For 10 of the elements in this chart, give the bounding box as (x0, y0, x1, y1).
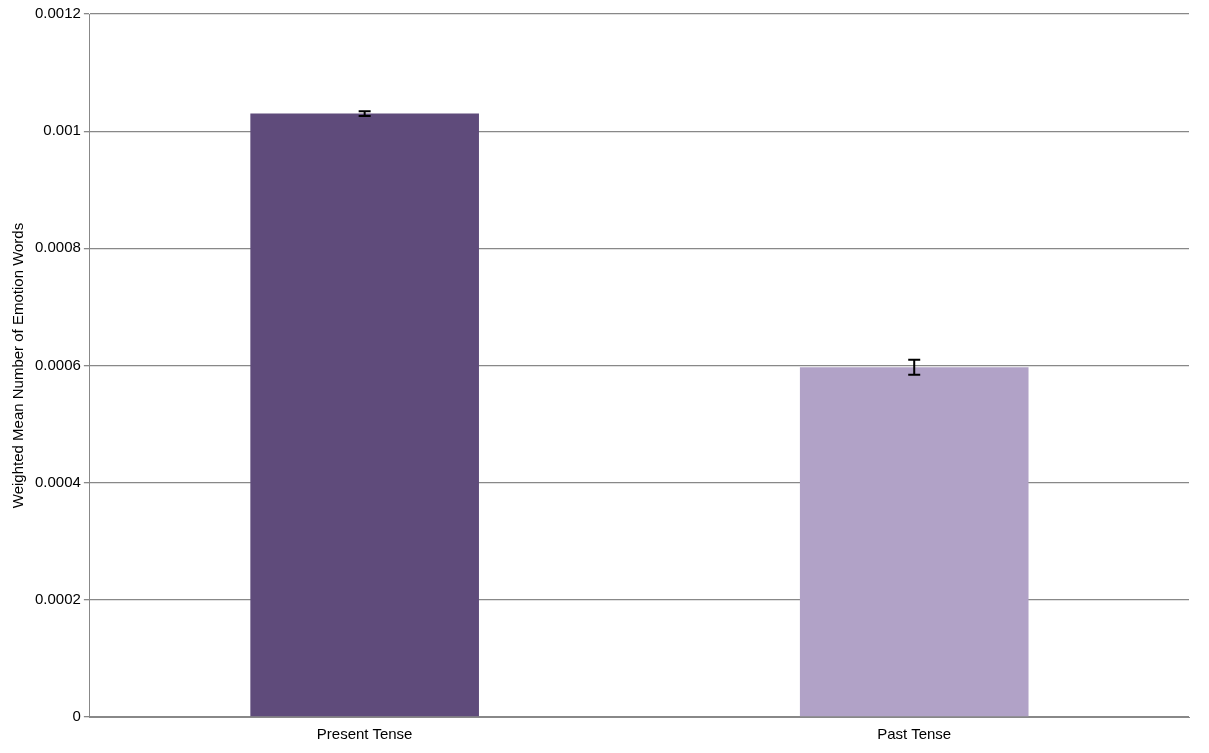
x-tick-label: Present Tense (316, 725, 413, 743)
y-tick-label: 0 (72, 707, 81, 725)
y-tick-label: 0.001 (43, 121, 81, 139)
x-tick-label: Past Tense (877, 725, 952, 743)
y-tick-label: 0.0004 (34, 472, 81, 490)
y-axis-title: Weighted Mean Number of Emotion Words (9, 222, 27, 509)
y-tick-label: 0.0012 (34, 4, 81, 22)
y-tick-label: 0.0006 (34, 355, 81, 373)
y-tick-label: 0.0008 (34, 238, 81, 256)
y-tick-label: 0.0002 (34, 589, 81, 607)
